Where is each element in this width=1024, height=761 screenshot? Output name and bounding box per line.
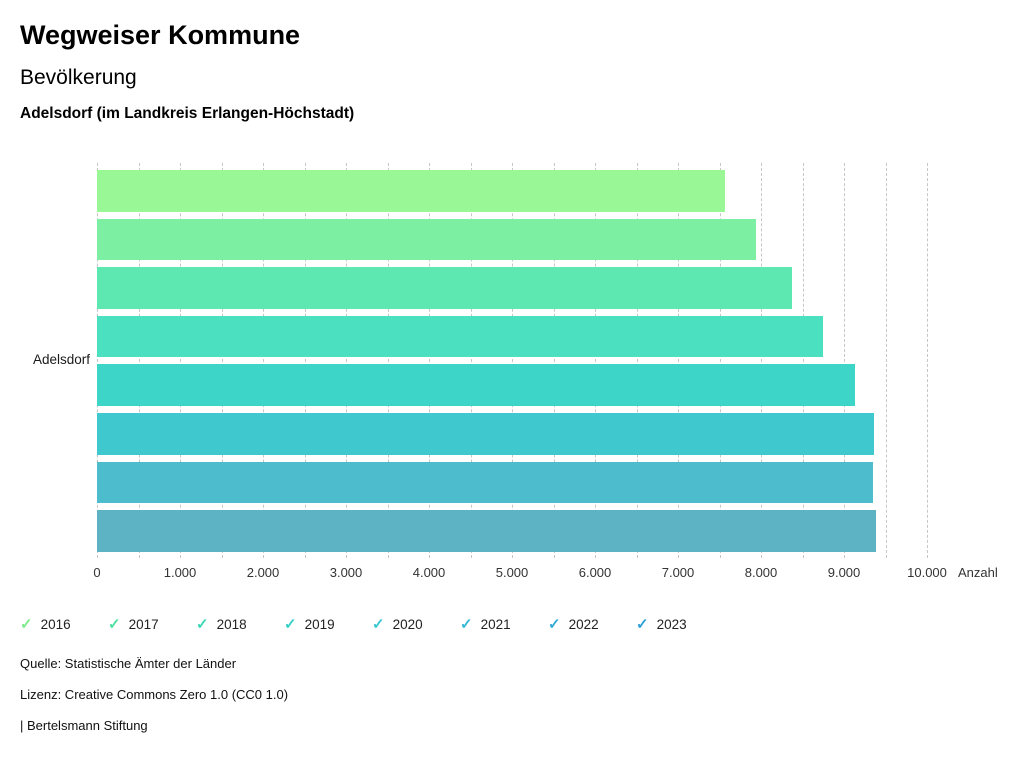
bar-2019[interactable] [97, 315, 823, 358]
legend-year-label: 2023 [656, 617, 687, 632]
gridline [761, 163, 762, 558]
bar-2017[interactable] [97, 218, 756, 261]
legend-item-2018[interactable]: ✓ 2018 [196, 617, 284, 632]
x-axis-tick-label: 3.000 [329, 565, 363, 580]
legend-year-label: 2019 [304, 617, 335, 632]
check-icon: ✓ [108, 616, 121, 633]
x-axis-tick-label: 0 [93, 565, 101, 580]
legend-item-2019[interactable]: ✓ 2019 [284, 617, 372, 632]
legend-year-label: 2016 [40, 617, 71, 632]
bar-2016[interactable] [97, 170, 725, 212]
license-note: Lizenz: Creative Commons Zero 1.0 (CC0 1… [20, 687, 289, 702]
brand-note: | Bertelsmann Stiftung [20, 718, 148, 733]
legend-item-2017[interactable]: ✓ 2017 [108, 617, 196, 632]
y-axis-group-label: Adelsdorf [32, 352, 90, 367]
check-icon: ✓ [460, 616, 473, 633]
gridline [346, 163, 347, 558]
legend-year-label: 2022 [568, 617, 599, 632]
check-icon: ✓ [284, 616, 297, 633]
chart-subtitle: Bevölkerung [20, 66, 137, 89]
gridline [927, 163, 928, 558]
legend-year-label: 2017 [128, 617, 159, 632]
x-axis-ticks: 0 1.000 2.000 3.000 4.000 5.000 6.000 7.000 8.00… [93, 565, 947, 582]
x-axis-tick-label: 9.000 [827, 565, 861, 580]
legend-item-2021[interactable]: ✓ 2021 [460, 617, 548, 632]
gridline [387, 163, 389, 558]
gridline [221, 163, 223, 558]
x-axis-tick-label: 1.000 [163, 565, 197, 580]
legend: ✓ 2016 ✓ 2017 ✓ 2018 ✓ 2019 ✓ 2020 ✓ 2021 ✓ 2022 ✓ 2023 [20, 617, 724, 632]
x-axis-tick-label: 7.000 [661, 565, 695, 580]
bar-2023[interactable] [97, 510, 877, 552]
gridline [138, 163, 140, 558]
bar-2018[interactable] [97, 267, 792, 309]
check-icon: ✓ [636, 616, 649, 633]
legend-item-2022[interactable]: ✓ 2022 [548, 617, 636, 632]
check-icon: ✓ [20, 616, 33, 633]
gridline [470, 163, 472, 558]
legend-year-label: 2018 [216, 617, 247, 632]
gridline [802, 163, 804, 558]
gridline [595, 163, 596, 558]
gridline [304, 163, 306, 558]
gridline [512, 163, 513, 558]
gridline [678, 163, 679, 558]
bar-2021[interactable] [97, 413, 874, 455]
x-axis-tick-label: 6.000 [578, 565, 612, 580]
x-axis-tick-label: 2.000 [246, 565, 280, 580]
page-title: Wegweiser Kommune [20, 20, 301, 50]
gridline [636, 163, 638, 558]
check-icon: ✓ [196, 616, 209, 633]
gridline [844, 163, 845, 558]
legend-year-label: 2020 [392, 617, 423, 632]
gridline [429, 163, 430, 558]
legend-item-2016[interactable]: ✓ 2016 [20, 617, 108, 632]
region-title: Adelsdorf (im Landkreis Erlangen-Höchsta… [20, 105, 355, 122]
x-axis-tick-label: 4.000 [412, 565, 446, 580]
gridline [553, 163, 555, 558]
source-note: Quelle: Statistische Ämter der Länder [20, 656, 237, 671]
gridline [263, 163, 264, 558]
bar-2020[interactable] [97, 364, 855, 406]
bar-2022[interactable] [97, 461, 873, 504]
legend-item-2020[interactable]: ✓ 2020 [372, 617, 460, 632]
legend-item-2023[interactable]: ✓ 2023 [636, 617, 724, 632]
gridline [97, 163, 98, 558]
check-icon: ✓ [548, 616, 561, 633]
x-axis-tick-label: 10.000 [907, 565, 947, 580]
gridline [719, 163, 721, 558]
check-icon: ✓ [372, 616, 385, 633]
x-axis-tick-label: 5.000 [495, 565, 529, 580]
plot-area [97, 163, 928, 558]
x-axis-tick-label: 8.000 [744, 565, 778, 580]
gridline [180, 163, 181, 558]
x-axis-unit-label: Anzahl [958, 565, 998, 580]
legend-year-label: 2021 [480, 617, 511, 632]
gridline [885, 163, 887, 558]
